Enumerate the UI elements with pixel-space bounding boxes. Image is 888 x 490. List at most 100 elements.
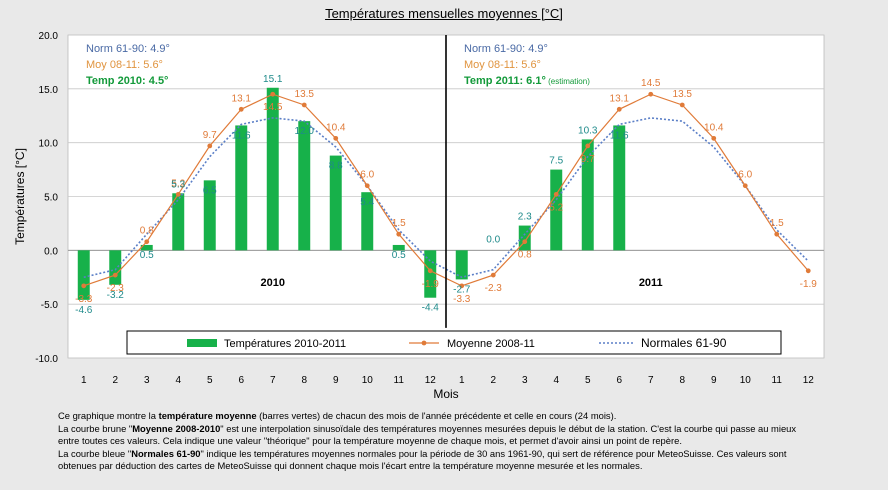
caption-text: Ce graphique montre la xyxy=(58,410,159,421)
caption-bold-text: température moyenne xyxy=(158,410,257,421)
moyenne-point xyxy=(616,106,622,112)
moyenne-point xyxy=(270,91,276,97)
chart-caption: Ce graphique montre la température moyen… xyxy=(58,410,878,473)
x-tick-label: 10 xyxy=(362,375,374,386)
caption-bold-text: Moyenne 2008-2010 xyxy=(132,422,221,434)
moyenne-data-label: -3.3 xyxy=(453,294,471,305)
legend-label: Moyenne 2008-11 xyxy=(447,338,535,350)
bar-data-label: 5.4 xyxy=(360,197,374,208)
bar-data-label: 10.3 xyxy=(578,125,598,136)
moyenne-point xyxy=(648,91,654,97)
bar-data-label: 8.8 xyxy=(329,161,343,172)
moyenne-data-label: 5.2 xyxy=(549,202,563,213)
annotation-line: Temp 2011: 6.1° (estimation) xyxy=(464,75,590,87)
caption-line: La courbe brune "Moyenne 2008-2010" est … xyxy=(58,423,878,436)
temperature-bar xyxy=(613,125,626,251)
moyenne-point xyxy=(301,102,307,108)
bar-data-label: -2.7 xyxy=(453,284,471,295)
temperature-bar xyxy=(203,180,216,251)
x-tick-label: 6 xyxy=(616,375,622,386)
caption-line: Ce graphique montre la température moyen… xyxy=(58,410,878,423)
moyenne-point xyxy=(805,268,811,274)
x-tick-label: 9 xyxy=(711,375,717,386)
bar-data-label: 6.5 xyxy=(203,185,217,196)
moyenne-data-label: -3.3 xyxy=(75,294,93,305)
bar-data-label: -4.4 xyxy=(422,303,440,314)
x-tick-label: 11 xyxy=(394,375,405,386)
moyenne-point xyxy=(112,272,118,278)
caption-line: La courbe bleue "Normales 61-90" indique… xyxy=(58,448,878,461)
moyenne-point xyxy=(396,231,402,237)
moyenne-point xyxy=(490,272,496,278)
moyenne-point xyxy=(742,183,748,189)
moyenne-data-label: 14.5 xyxy=(641,78,661,89)
moyenne-point xyxy=(238,106,244,112)
moyenne-data-label: 13.5 xyxy=(673,89,693,100)
temperature-chart: 20.015.010.05.00.0-5.0-10.01 2 3 4 5 6 7 8 9 10 11… xyxy=(13,31,825,400)
legend-swatch-bar xyxy=(187,339,217,347)
temperature-bar xyxy=(361,192,374,251)
legend-label: Normales 61-90 xyxy=(641,336,727,350)
caption-text: La courbe brune " xyxy=(58,422,133,434)
x-tick-label: 12 xyxy=(803,375,815,386)
x-tick-label: 5 xyxy=(585,375,591,386)
caption-text: " indique les températures moyennes norm… xyxy=(200,447,787,459)
x-tick-label: 2 xyxy=(490,375,496,386)
annotation-line: Temp 2010: 4.5° xyxy=(86,75,168,87)
moyenne-point xyxy=(207,143,213,149)
temperature-bar xyxy=(581,139,594,251)
bar-data-label: 5.3 xyxy=(171,179,185,190)
x-tick-label: 4 xyxy=(553,375,559,386)
temperature-bar xyxy=(392,244,405,251)
moyenne-point xyxy=(679,102,685,108)
bar-data-label: 0.5 xyxy=(392,250,406,261)
moyenne-data-label: 9.7 xyxy=(581,154,595,165)
bar-data-label: 0.5 xyxy=(140,250,154,261)
y-tick-label: 20.0 xyxy=(39,31,59,42)
x-tick-label: 5 xyxy=(207,375,213,386)
y-tick-label: -5.0 xyxy=(41,300,59,311)
moyenne-point xyxy=(333,135,339,141)
bar-data-label: 12.0 xyxy=(295,126,315,137)
moyenne-data-label: -1.9 xyxy=(800,279,818,290)
moyenne-point xyxy=(711,135,717,141)
temperature-bar xyxy=(266,87,279,251)
temperature-bar xyxy=(518,225,531,251)
moyenne-point xyxy=(774,231,780,237)
annotation-suffix: (estimation) xyxy=(546,77,590,86)
x-tick-label: 7 xyxy=(648,375,654,386)
moyenne-point xyxy=(553,191,559,197)
bar-data-label: 7.5 xyxy=(549,156,563,167)
x-tick-label: 7 xyxy=(270,375,276,386)
bar-data-label: 0.0 xyxy=(486,234,500,245)
caption-text: obtenues par déduction des cartes de Met… xyxy=(58,460,643,471)
legend-swatch-marker xyxy=(421,340,427,346)
temperature-bar xyxy=(77,250,90,300)
moyenne-point xyxy=(175,191,181,197)
annotation-line: Moy 08-11: 5.6° xyxy=(464,59,541,71)
moyenne-data-label: 10.4 xyxy=(326,122,346,133)
temperature-bar xyxy=(424,250,437,298)
y-tick-label: 0.0 xyxy=(44,246,58,257)
temperature-bar xyxy=(172,193,185,251)
caption-line: obtenues par déduction des cartes de Met… xyxy=(58,460,878,473)
moyenne-data-label: 0.8 xyxy=(518,250,532,261)
x-axis-title: Mois xyxy=(433,387,458,400)
y-tick-label: 15.0 xyxy=(39,85,59,96)
caption-text: La courbe bleue " xyxy=(58,447,132,459)
temperature-bar xyxy=(140,244,153,251)
moyenne-data-label: 1.5 xyxy=(392,218,406,229)
x-tick-label: 8 xyxy=(679,375,685,386)
bar-data-label: -4.6 xyxy=(75,305,93,316)
temperature-bar xyxy=(109,250,122,285)
moyenne-data-label: -2.3 xyxy=(107,283,125,294)
x-tick-label: 12 xyxy=(425,375,437,386)
x-tick-label: 11 xyxy=(772,375,783,386)
annotation-line: Norm 61-90: 4.9° xyxy=(86,43,170,55)
moyenne-data-label: 13.1 xyxy=(232,93,252,104)
moyenne-data-label: 13.5 xyxy=(295,89,315,100)
moyenne-point xyxy=(427,268,433,274)
moyenne-data-label: 6.0 xyxy=(360,170,374,181)
temperature-bar xyxy=(235,125,248,251)
y-tick-label: -10.0 xyxy=(35,354,58,365)
